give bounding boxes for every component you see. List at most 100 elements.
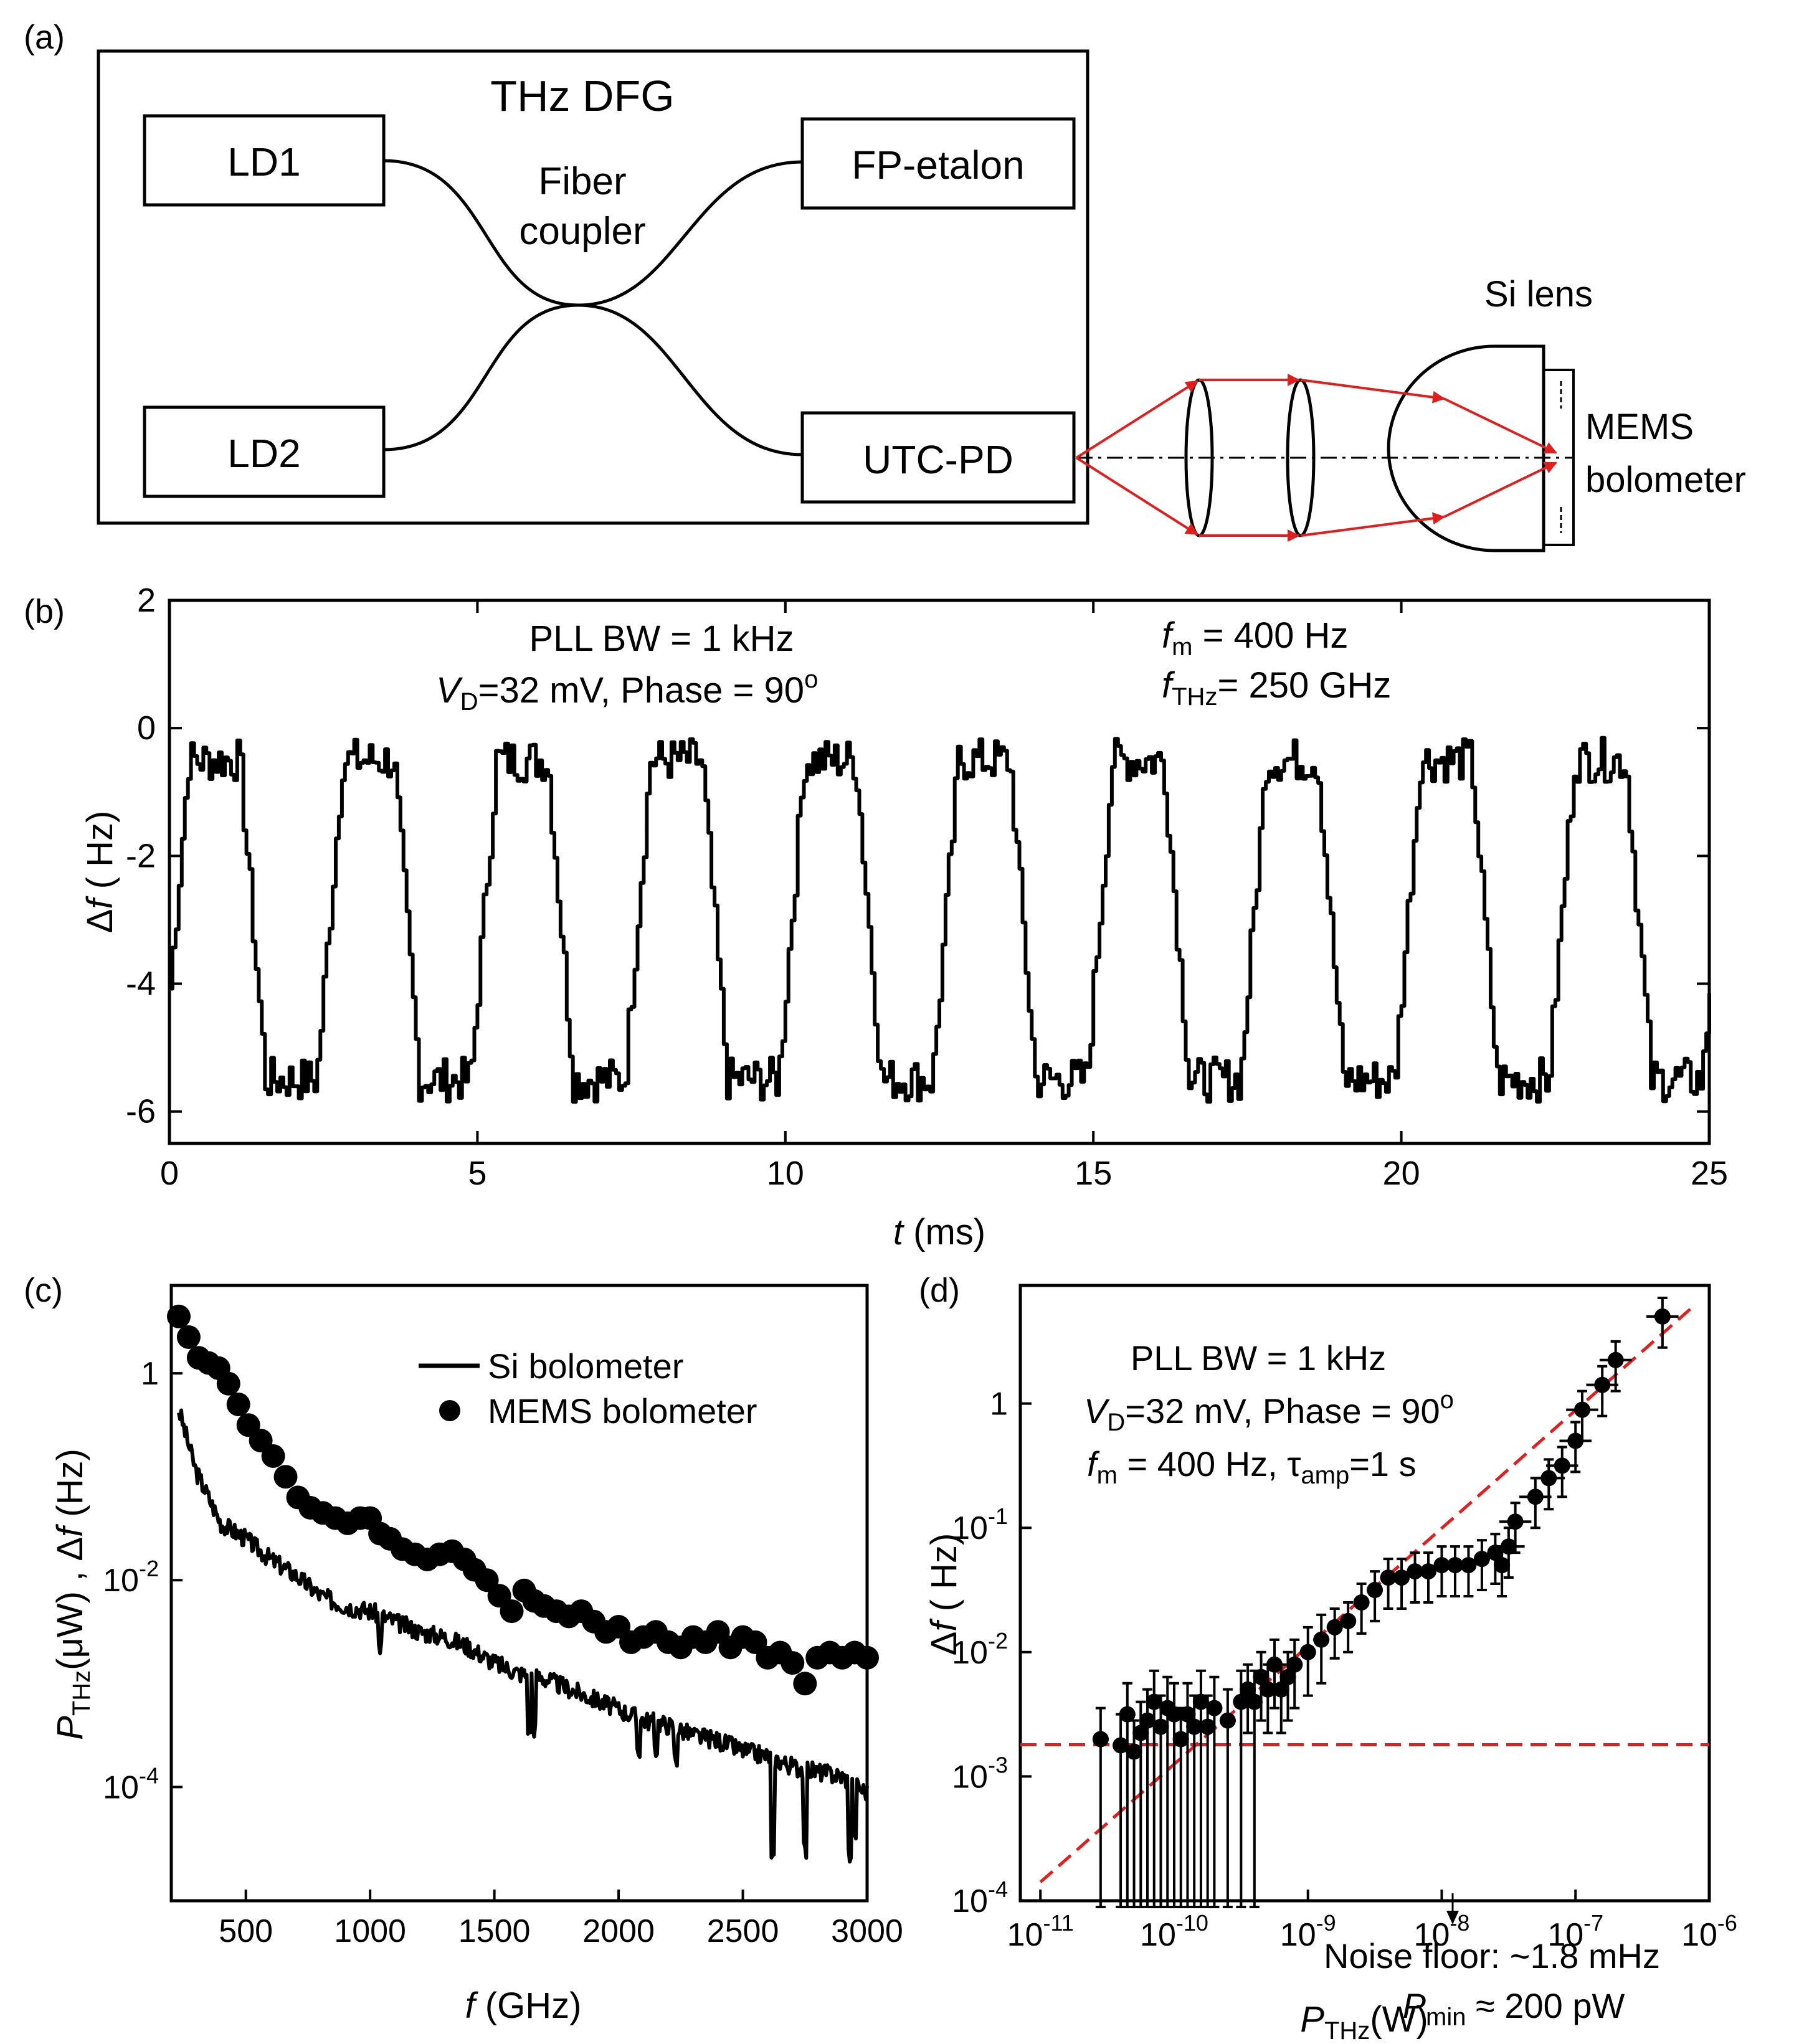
b-xtick-label: 15	[1075, 1155, 1112, 1192]
panel-d: (d) 10-11 10-10 10-9 10-8 10-7 10-6110-110-21…	[919, 1272, 1737, 2044]
d-xtick-label: 10-11	[1007, 1910, 1074, 1953]
fiber-lower	[383, 303, 803, 457]
c-xtick-label: 500	[219, 1913, 273, 1949]
d-data-point	[1179, 1682, 1196, 1908]
c-mems-point	[500, 1599, 524, 1624]
d-data-point	[1559, 1421, 1592, 1474]
plot-b-xlabel: t (ms)	[893, 1212, 985, 1252]
panel-c: (c) 500 1000 1500 2000 2500 3000 1 10-2 10-4 Si …	[24, 1272, 903, 2026]
plot-c-ylabel: PTHz(μW) , Δf (Hz)	[50, 1449, 95, 1740]
c-xtick-label: 2500	[707, 1913, 779, 1949]
b-ytick-label: -2	[126, 837, 156, 874]
pmin-text: Pmin ≈ 200 pW	[1403, 1986, 1625, 2031]
plot-d-ann-2: VD=32 mV, Phase = 90o	[1084, 1386, 1454, 1436]
d-data-point	[1499, 1502, 1532, 1554]
si-lens-label: Si lens	[1484, 274, 1593, 315]
ld1-label: LD1	[227, 140, 300, 184]
d-ytick-label: 10-4	[952, 1876, 1008, 1919]
b-ytick-label: 0	[137, 709, 156, 747]
legend-mems-label: MEMS bolometer	[488, 1391, 757, 1431]
d-ytick-label: 1	[990, 1386, 1008, 1422]
d-data-point	[1586, 1365, 1618, 1417]
panel-a-label: (a)	[24, 19, 65, 56]
d-data-point	[1532, 1458, 1565, 1511]
d-data-point	[1393, 1558, 1410, 1610]
noise-arrow-head	[1446, 1911, 1459, 1924]
legend-si-label: Si bolometer	[488, 1346, 683, 1386]
dfg-title: THz DFG	[490, 72, 675, 120]
plot-b-ann-1: PLL BW = 1 kHz	[529, 618, 794, 659]
plot-d-points	[1092, 1296, 1679, 1908]
d-data-point	[1433, 1545, 1450, 1597]
d-data-point	[1246, 1669, 1263, 1908]
plot-d-xlabel: PTHz(W)	[1300, 1999, 1428, 2044]
d-ytick-label: 10-1	[952, 1503, 1008, 1546]
c-xtick-label: 3000	[831, 1913, 903, 1949]
plot-d-ann-3: fm = 400 Hz, τamp=1 s	[1087, 1444, 1417, 1489]
d-xtick-label: 10-7	[1547, 1910, 1603, 1953]
d-data-point	[1119, 1682, 1136, 1908]
d-data-point	[1340, 1601, 1357, 1654]
d-xtick-label: 10-10	[1140, 1910, 1208, 1953]
panel-d-label: (d)	[919, 1272, 960, 1309]
plot-b-ann-2: VD=32 mV, Phase = 90o	[436, 666, 818, 716]
d-data-point	[1473, 1539, 1490, 1592]
d-data-point	[1199, 1694, 1216, 1908]
d-data-point	[1172, 1706, 1189, 1908]
plot-d-frame	[1018, 1284, 1711, 1903]
c-ytick-label: 10-4	[103, 1762, 159, 1805]
d-data-point	[1566, 1389, 1598, 1442]
dfg-box	[97, 49, 1089, 525]
b-xtick-label: 5	[468, 1155, 486, 1192]
d-data-point	[1313, 1613, 1330, 1685]
c-xtick-label: 1500	[458, 1913, 531, 1949]
d-data-point	[1166, 1682, 1182, 1908]
c-mems-point	[216, 1371, 240, 1396]
legend-dot-swatch	[439, 1400, 460, 1421]
b-ytick-label: -4	[126, 965, 156, 1003]
c-ytick-label: 10-2	[103, 1556, 159, 1599]
plot-b-ylabel: Δf ( Hz)	[80, 811, 120, 934]
d-data-point	[1447, 1545, 1463, 1597]
plot-c-xlabel: f (GHz)	[465, 1985, 582, 2026]
d-data-point	[1367, 1570, 1383, 1622]
d-data-point	[1146, 1669, 1162, 1908]
d-data-point	[1286, 1638, 1303, 1710]
d-data-point	[1192, 1669, 1209, 1908]
d-ytick-label: 10-2	[952, 1628, 1008, 1671]
d-data-point	[1279, 1650, 1296, 1722]
plot-b-ann-3: fm = 400 Hz	[1162, 615, 1348, 661]
ld2-box	[143, 405, 386, 498]
c-mems-point	[226, 1393, 250, 1416]
d-data-point	[1126, 1719, 1142, 1908]
mems-chip	[1542, 369, 1575, 546]
c-mems-point	[176, 1325, 201, 1349]
c-mems-point	[261, 1444, 285, 1468]
b-xtick-label: 0	[160, 1155, 179, 1192]
c-xtick-label: 1000	[334, 1913, 406, 1949]
panel-b-label: (b)	[24, 593, 65, 630]
b-xtick-label: 20	[1383, 1155, 1420, 1192]
plot-b-trace	[169, 736, 1711, 1104]
b-ytick-label: 2	[137, 582, 156, 619]
mems-label-1: MEMS	[1585, 407, 1694, 447]
c-xtick-label: 2000	[582, 1913, 655, 1949]
d-xtick-label: 10-9	[1280, 1910, 1336, 1953]
panel-c-label: (c)	[24, 1272, 63, 1309]
d-data-point	[1326, 1607, 1343, 1660]
c-ytick-label: 1	[141, 1356, 159, 1392]
d-data-point	[1206, 1675, 1223, 1908]
plot-c-si-line	[177, 1408, 869, 1864]
d-data-point	[1487, 1533, 1504, 1586]
c-mems-point	[167, 1304, 191, 1328]
d-data-point	[1186, 1694, 1203, 1908]
c-mems-point	[273, 1465, 298, 1489]
b-xtick-label: 25	[1691, 1155, 1728, 1192]
plot-d-ticks: 10-11 10-10 10-9 10-8 10-7 10-6110-110-210-31…	[952, 1386, 1737, 1953]
b-ytick-label: -6	[126, 1093, 156, 1130]
plot-b-ann-4: fTHz= 250 GHz	[1162, 665, 1391, 711]
c-mems-point	[781, 1651, 805, 1675]
